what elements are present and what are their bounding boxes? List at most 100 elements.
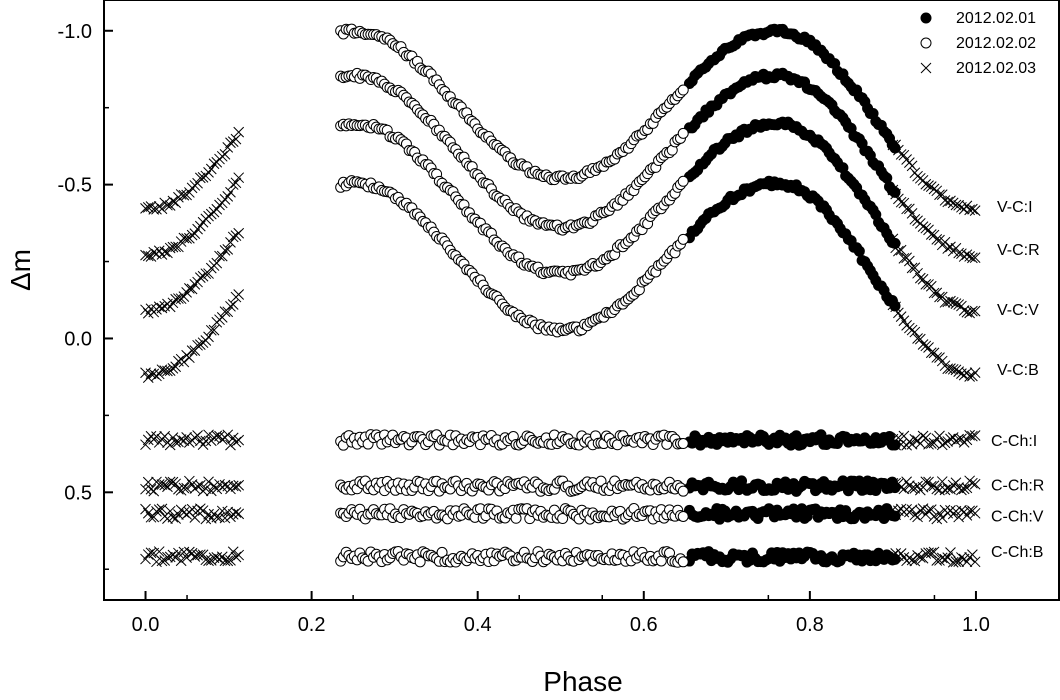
data-point-cross — [148, 204, 160, 215]
legend-label: 2012.02.03 — [956, 60, 1036, 77]
data-point-cross — [151, 431, 162, 442]
data-point-cross — [140, 483, 151, 495]
data-point-cross — [890, 188, 902, 200]
data-point-cross — [961, 249, 973, 261]
data-point-cross — [906, 438, 918, 450]
series-2012.02.01 — [683, 23, 901, 568]
data-point-cross — [175, 555, 187, 567]
data-point-cross — [967, 430, 978, 442]
data-point-cross — [162, 551, 173, 563]
data-point-open — [677, 233, 689, 245]
data-point-cross — [227, 508, 239, 520]
data-point-cross — [233, 549, 245, 561]
data-point-cross — [148, 485, 160, 497]
data-point-cross — [167, 195, 179, 207]
data-point-cross — [219, 148, 231, 160]
data-point-cross — [934, 430, 945, 442]
data-point-cross — [969, 367, 981, 379]
data-point-cross — [906, 504, 918, 516]
data-point-cross — [205, 324, 217, 336]
data-point-cross — [967, 252, 978, 264]
data-point-cross — [153, 546, 165, 557]
data-point-cross — [969, 507, 981, 519]
curve-label: C-Ch:B — [991, 544, 1043, 561]
data-point-cross — [230, 507, 242, 518]
curve-label: V-C:R — [997, 242, 1040, 259]
data-point-cross — [192, 480, 203, 492]
data-point-cross — [969, 252, 981, 264]
data-point-cross — [969, 478, 981, 490]
data-point-cross — [184, 352, 195, 364]
data-point-cross — [233, 227, 245, 239]
data-point-cross — [222, 244, 234, 255]
data-point-cross — [156, 479, 168, 490]
data-point-cross — [958, 483, 970, 495]
data-point-cross — [230, 551, 242, 563]
data-point-cross — [219, 244, 231, 256]
data-point-cross — [964, 371, 975, 382]
data-point-cross — [969, 205, 981, 216]
data-point-cross — [170, 197, 182, 209]
data-point-cross — [904, 552, 915, 564]
data-point-cross — [914, 272, 926, 284]
legend-label: 2012.02.01 — [956, 10, 1036, 27]
data-point-cross — [178, 482, 190, 494]
data-point-cross — [969, 430, 981, 441]
data-point-cross — [145, 483, 157, 495]
data-point-cross — [164, 476, 176, 488]
x-tick-label: 0.8 — [796, 614, 824, 636]
data-point-cross — [205, 163, 217, 175]
data-point-cross — [208, 324, 220, 336]
data-point-cross — [920, 278, 932, 290]
data-point-cross — [225, 186, 236, 198]
data-point-cross — [225, 137, 236, 149]
data-point-cross — [151, 370, 162, 382]
data-point-cross — [222, 429, 234, 441]
data-point-cross — [153, 504, 165, 515]
x-tick-label: 0.0 — [132, 614, 160, 636]
data-point-cross — [167, 241, 179, 253]
data-point-cross — [964, 429, 975, 441]
data-point-open — [677, 556, 689, 568]
series-2012.02.02 — [335, 23, 689, 568]
data-point-cross — [950, 364, 962, 376]
data-point-cross — [914, 505, 926, 516]
data-point-cross — [227, 546, 239, 558]
data-point-open — [677, 84, 689, 96]
data-point-cross — [914, 552, 926, 563]
curve-label: C-Ch:V — [991, 508, 1044, 525]
data-point-cross — [945, 295, 956, 307]
data-point-cross — [178, 356, 190, 368]
data-point-cross — [950, 477, 962, 489]
data-point-cross — [216, 197, 228, 209]
data-point-cross — [945, 433, 956, 445]
data-point-cross — [909, 433, 921, 445]
x-tick-label: 0.2 — [298, 614, 326, 636]
data-point-cross — [142, 476, 154, 488]
data-point-cross — [936, 512, 948, 524]
data-point-cross — [194, 172, 206, 184]
data-point-cross — [961, 482, 973, 494]
data-point-cross — [216, 434, 228, 445]
data-point-open — [414, 556, 426, 568]
data-point-cross — [909, 555, 921, 567]
legend-item: 2012.02.03 — [920, 60, 1036, 77]
data-point-cross — [189, 512, 201, 523]
data-point-cross — [175, 434, 187, 445]
data-point-cross — [211, 257, 223, 269]
data-point-cross — [225, 300, 236, 312]
data-point-cross — [950, 199, 962, 211]
curve-label: C-Ch:I — [991, 433, 1037, 450]
data-point-cross — [969, 556, 981, 568]
curve-label: V-C:B — [997, 362, 1039, 379]
data-point-cross — [925, 280, 937, 292]
data-point-cross — [925, 504, 937, 516]
data-point-cross — [156, 555, 168, 567]
data-point-cross — [159, 246, 171, 257]
data-point-cross — [895, 244, 907, 256]
data-point-cross — [928, 287, 940, 299]
data-point-open — [677, 485, 689, 497]
data-point-cross — [227, 299, 239, 310]
data-point-cross — [961, 434, 973, 446]
